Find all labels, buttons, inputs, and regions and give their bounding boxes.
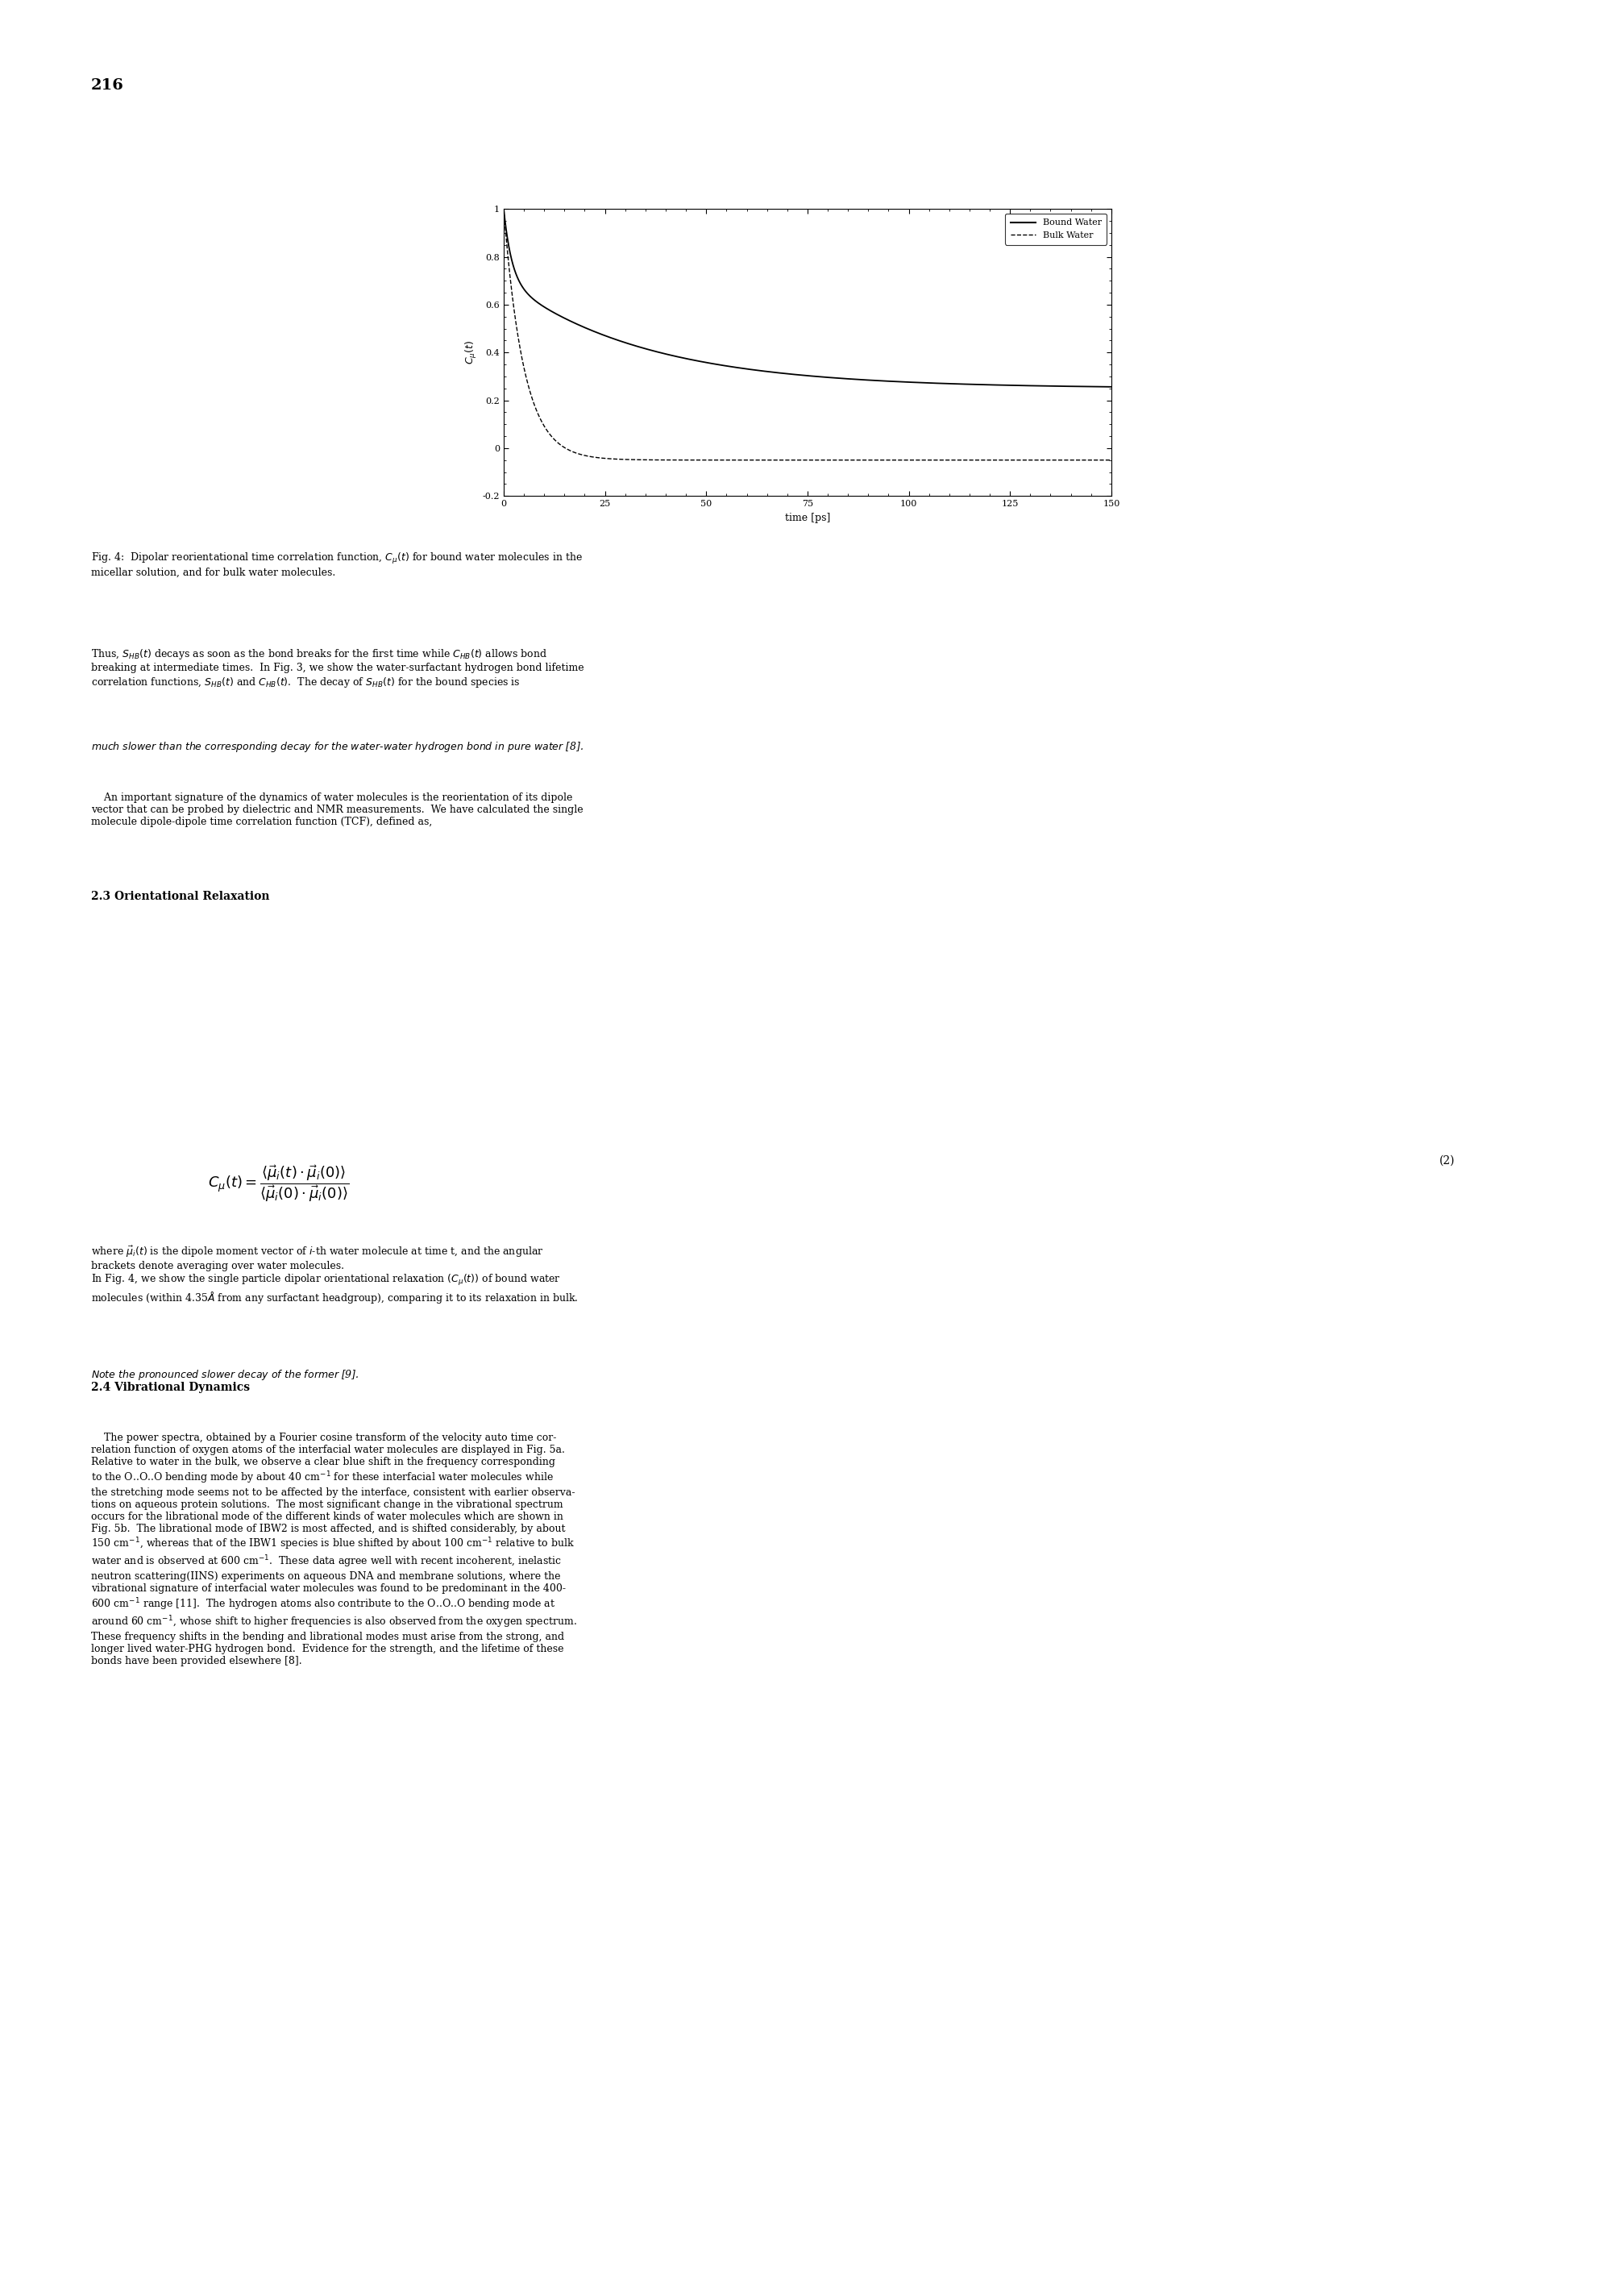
Bound Water	[1091, 372, 1110, 400]
Bound Water	[494, 195, 513, 223]
Bound Water	[563, 308, 582, 335]
Bound Water	[728, 354, 747, 381]
Text: (2): (2)	[1439, 1155, 1455, 1166]
Line: Bulk Water: Bulk Water	[504, 209, 1111, 459]
Bulk Water	[563, 439, 582, 466]
Text: $much\ slower\ than\ the\ corresponding\ decay\ for\ the\ water\text{-}water\ hy: $much\ slower\ than\ the\ corresponding\…	[91, 739, 584, 753]
Text: Fig. 4:  Dipolar reorientational time correlation function, $C_{\mu}(t)$ for bou: Fig. 4: Dipolar reorientational time cor…	[91, 551, 582, 579]
Text: Thus, $S_{HB}(t)$ decays as soon as the bond breaks for the first time while $C_: Thus, $S_{HB}(t)$ decays as soon as the …	[91, 647, 584, 689]
Bulk Water	[494, 195, 513, 223]
Bound Water	[753, 358, 772, 386]
Bound Water	[1025, 372, 1044, 400]
Text: 2.4 Vibrational Dynamics: 2.4 Vibrational Dynamics	[91, 1382, 249, 1394]
Bulk Water	[728, 445, 747, 473]
Text: 216: 216	[91, 78, 125, 92]
Legend: Bound Water, Bulk Water: Bound Water, Bulk Water	[1004, 214, 1107, 246]
Bulk Water	[753, 445, 772, 473]
Text: $C_{\mu}(t) = \dfrac{\langle\vec{\mu}_i(t)\cdot\vec{\mu}_i(0)\rangle}{\langle\ve: $C_{\mu}(t) = \dfrac{\langle\vec{\mu}_i(…	[208, 1164, 349, 1203]
Bulk Water	[1025, 445, 1044, 473]
Bulk Water	[600, 445, 619, 473]
Text: 2.3 Orientational Relaxation: 2.3 Orientational Relaxation	[91, 891, 270, 902]
Text: An important signature of the dynamics of water molecules is the reorientation o: An important signature of the dynamics o…	[91, 792, 584, 827]
Bulk Water	[1102, 445, 1121, 473]
Text: $Note\ the\ pronounced\ slower\ decay\ of\ the\ former$ [9].: $Note\ the\ pronounced\ slower\ decay\ o…	[91, 1368, 360, 1382]
Text: The power spectra, obtained by a Fourier cosine transform of the velocity auto t: The power spectra, obtained by a Fourier…	[91, 1433, 577, 1667]
Y-axis label: $C_{\mu}(t)$: $C_{\mu}(t)$	[465, 340, 480, 365]
X-axis label: time [ps]: time [ps]	[785, 512, 830, 523]
Line: Bound Water: Bound Water	[504, 209, 1111, 386]
Bound Water	[1102, 372, 1121, 400]
Text: where $\vec{\mu}_i(t)$ is the dipole moment vector of $i$-th water molecule at t: where $\vec{\mu}_i(t)$ is the dipole mom…	[91, 1244, 579, 1304]
Bound Water	[600, 324, 619, 351]
Bulk Water	[1091, 445, 1110, 473]
